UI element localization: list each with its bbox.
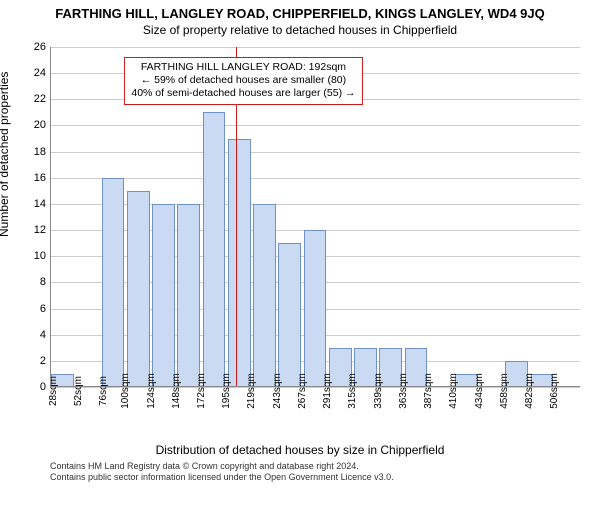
annotation-line: FARTHING HILL LANGLEY ROAD: 192sqm <box>131 61 355 74</box>
bar <box>304 230 327 387</box>
y-tick-label: 24 <box>34 67 50 79</box>
y-tick-label: 10 <box>34 250 50 262</box>
page-title: FARTHING HILL, LANGLEY ROAD, CHIPPERFIEL… <box>0 6 600 21</box>
bar-slot: 387sqm <box>429 47 454 387</box>
bar <box>177 204 200 387</box>
x-tick-label: 291sqm <box>322 373 333 409</box>
y-tick-label: 6 <box>40 303 50 315</box>
bar-slot: 410sqm <box>454 47 479 387</box>
bar <box>102 178 125 387</box>
chart-container: Number of detached properties 0246810121… <box>0 37 600 457</box>
x-tick-label: 267sqm <box>297 373 308 409</box>
x-tick-label: 410sqm <box>449 373 460 409</box>
x-tick-label: 458sqm <box>499 373 510 409</box>
bar <box>228 139 251 387</box>
x-tick-label: 195sqm <box>221 373 232 409</box>
y-tick-label: 18 <box>34 146 50 158</box>
y-tick-label: 22 <box>34 93 50 105</box>
x-tick-label: 363sqm <box>398 373 409 409</box>
y-tick-label: 2 <box>40 355 50 367</box>
plot-area: 0246810121416182022242628sqm52sqm76sqm10… <box>50 47 580 387</box>
x-tick-label: 124sqm <box>146 373 157 409</box>
footer: Contains HM Land Registry data © Crown c… <box>0 457 600 483</box>
annotation-line: 40% of semi-detached houses are larger (… <box>131 87 355 100</box>
bar-slot: 363sqm <box>403 47 428 387</box>
footer-line: Contains HM Land Registry data © Crown c… <box>50 461 590 472</box>
x-tick-label: 506sqm <box>550 373 561 409</box>
bar-slot: 28sqm <box>50 47 75 387</box>
bar-slot: 458sqm <box>504 47 529 387</box>
x-tick-label: 219sqm <box>247 373 258 409</box>
bar-slot: 76sqm <box>100 47 125 387</box>
annotation-line: ← 59% of detached houses are smaller (80… <box>131 74 355 87</box>
y-tick-label: 26 <box>34 41 50 53</box>
x-tick-label: 387sqm <box>423 373 434 409</box>
x-tick-label: 76sqm <box>98 376 109 406</box>
bar-slot: 339sqm <box>378 47 403 387</box>
bar <box>253 204 276 387</box>
annotation-box: FARTHING HILL LANGLEY ROAD: 192sqm← 59% … <box>124 57 362 104</box>
bar <box>127 191 150 387</box>
y-axis-label: Number of detached properties <box>0 72 11 237</box>
x-tick-label: 100sqm <box>121 373 132 409</box>
y-tick-label: 8 <box>40 276 50 288</box>
x-tick-label: 315sqm <box>348 373 359 409</box>
y-tick-label: 12 <box>34 224 50 236</box>
y-tick-label: 20 <box>34 119 50 131</box>
bar-slot: 482sqm <box>529 47 554 387</box>
bar <box>278 243 301 387</box>
bar <box>152 204 175 387</box>
bar <box>203 112 226 387</box>
x-tick-label: 28sqm <box>48 376 59 406</box>
x-axis-label: Distribution of detached houses by size … <box>0 443 600 457</box>
page-subtitle: Size of property relative to detached ho… <box>0 23 600 37</box>
y-tick-label: 14 <box>34 198 50 210</box>
x-tick-label: 172sqm <box>196 373 207 409</box>
x-tick-label: 339sqm <box>373 373 384 409</box>
footer-line: Contains public sector information licen… <box>50 472 590 483</box>
x-tick-label: 52sqm <box>73 376 84 406</box>
bar-slot: 434sqm <box>479 47 504 387</box>
y-tick-label: 16 <box>34 172 50 184</box>
x-tick-label: 148sqm <box>171 373 182 409</box>
x-tick-label: 434sqm <box>474 373 485 409</box>
x-tick-label: 482sqm <box>524 373 535 409</box>
x-tick-label: 243sqm <box>272 373 283 409</box>
bar-slot: 506sqm <box>555 47 580 387</box>
bar-slot: 52sqm <box>75 47 100 387</box>
y-tick-label: 4 <box>40 329 50 341</box>
